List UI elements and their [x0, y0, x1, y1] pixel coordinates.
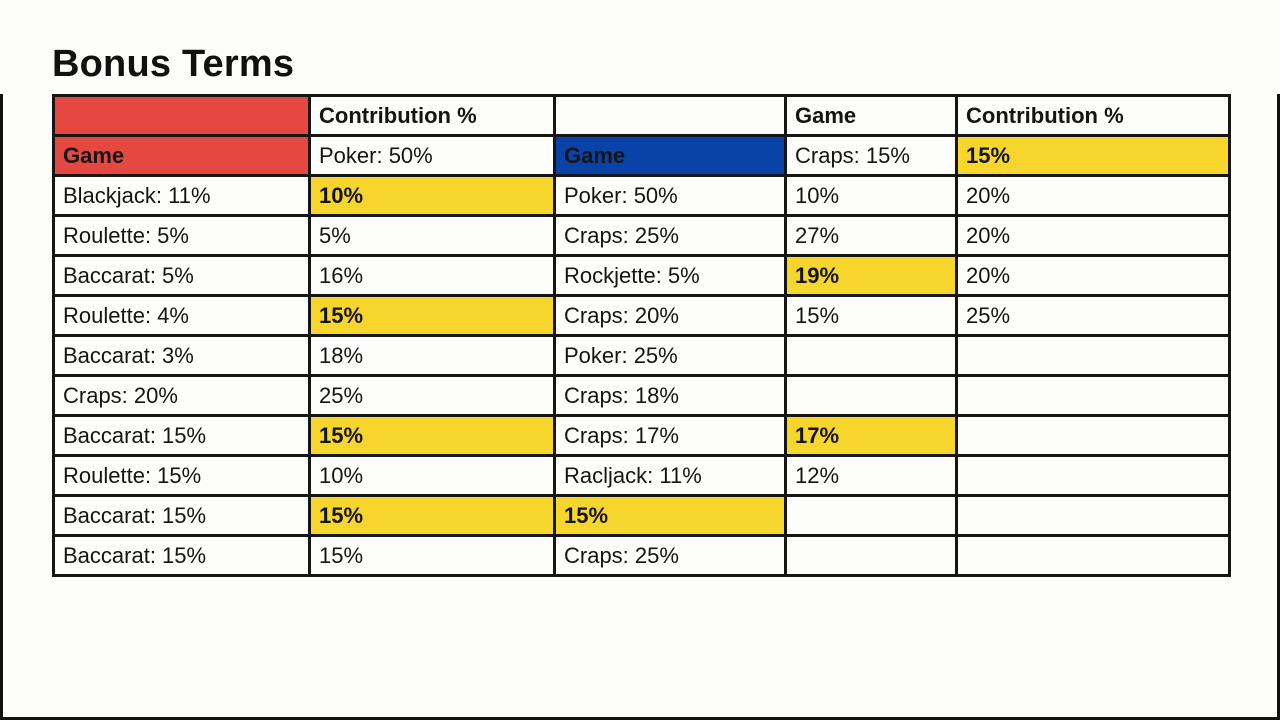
table-cell: 15%: [308, 494, 556, 537]
table-row: Baccarat: 15% 15% Craps: 17% 17%: [52, 414, 1231, 457]
table-cell: Craps: 20%: [553, 294, 787, 337]
table-cell: [955, 334, 1231, 377]
table-cell: [784, 374, 958, 417]
table-row: Roulette: 15% 10% Racljack: 11% 12%: [52, 454, 1231, 497]
table-cell: Game: [784, 94, 958, 137]
table-cell: 15%: [553, 494, 787, 537]
table-cell: 10%: [308, 454, 556, 497]
table-cell: 15%: [308, 294, 556, 337]
table-cell: Game: [553, 134, 787, 177]
table-cell: [52, 94, 311, 137]
table-cell: [553, 94, 787, 137]
table-cell: Racljack: 11%: [553, 454, 787, 497]
table-cell: Baccarat: 15%: [52, 414, 311, 457]
frame-left-border: [0, 94, 3, 720]
table-cell: 15%: [308, 534, 556, 577]
table-cell: Craps: 17%: [553, 414, 787, 457]
table-cell: Craps: 15%: [784, 134, 958, 177]
table-cell: 12%: [784, 454, 958, 497]
table-cell: Game: [52, 134, 311, 177]
table-row: Baccarat: 3% 18% Poker: 25%: [52, 334, 1231, 377]
table-cell: [955, 534, 1231, 577]
table-cell: 15%: [308, 414, 556, 457]
table-cell: 25%: [308, 374, 556, 417]
table-cell: Contribution %: [308, 94, 556, 137]
table-cell: [784, 494, 958, 537]
table-cell: Roulette: 4%: [52, 294, 311, 337]
table-row: Baccarat: 15% 15% Craps: 25%: [52, 534, 1231, 577]
table-cell: [784, 534, 958, 577]
table-cell: Baccarat: 3%: [52, 334, 311, 377]
table-cell: [955, 414, 1231, 457]
page-title: Bonus Terms: [52, 43, 295, 85]
table-cell: Poker: 50%: [553, 174, 787, 217]
table-row: Roulette: 5% 5% Craps: 25% 27% 20%: [52, 214, 1231, 257]
table-row: Craps: 20% 25% Craps: 18%: [52, 374, 1231, 417]
table-row: Baccarat: 5% 16% Rockjette: 5% 19% 20%: [52, 254, 1231, 297]
table-cell: 10%: [308, 174, 556, 217]
table-cell: [955, 494, 1231, 537]
table-cell: [955, 454, 1231, 497]
table-cell: 15%: [955, 134, 1231, 177]
table-cell: Roulette: 15%: [52, 454, 311, 497]
table-cell: Poker: 25%: [553, 334, 787, 377]
table-row: Contribution % Game Contribution %: [52, 94, 1231, 137]
table-cell: 20%: [955, 174, 1231, 217]
table-cell: Blackjack: 11%: [52, 174, 311, 217]
table-cell: 27%: [784, 214, 958, 257]
table-cell: Craps: 25%: [553, 534, 787, 577]
table-cell: Craps: 18%: [553, 374, 787, 417]
table-cell: Craps: 20%: [52, 374, 311, 417]
table-cell: 18%: [308, 334, 556, 377]
table-cell: 20%: [955, 254, 1231, 297]
table-cell: Craps: 25%: [553, 214, 787, 257]
table-cell: 5%: [308, 214, 556, 257]
table-cell: Contribution %: [955, 94, 1231, 137]
table-cell: 16%: [308, 254, 556, 297]
table-cell: 15%: [784, 294, 958, 337]
table-row: Game Poker: 50% Game Craps: 15% 15%: [52, 134, 1231, 177]
table-cell: 25%: [955, 294, 1231, 337]
table-cell: Baccarat: 5%: [52, 254, 311, 297]
table-cell: Baccarat: 15%: [52, 534, 311, 577]
table-cell: 19%: [784, 254, 958, 297]
frame-right-border: [1277, 94, 1280, 720]
table-cell: 20%: [955, 214, 1231, 257]
table-cell: [955, 374, 1231, 417]
table-body: Contribution % Game Contribution % Game Poke…: [52, 94, 1231, 577]
table-cell: Baccarat: 15%: [52, 494, 311, 537]
table-cell: Roulette: 5%: [52, 214, 311, 257]
table-cell: Poker: 50%: [308, 134, 556, 177]
table-row: Baccarat: 15% 15% 15%: [52, 494, 1231, 537]
table-cell: [784, 334, 958, 377]
table-row: Blackjack: 11% 10% Poker: 50% 10% 20%: [52, 174, 1231, 217]
bonus-terms-table: Contribution % Game Contribution % Game Poke…: [52, 94, 1231, 577]
table-cell: 10%: [784, 174, 958, 217]
table-row: Roulette: 4% 15% Craps: 20% 15% 25%: [52, 294, 1231, 337]
table-cell: 17%: [784, 414, 958, 457]
table-cell: Rockjette: 5%: [553, 254, 787, 297]
frame-bottom-border: [0, 717, 1280, 720]
